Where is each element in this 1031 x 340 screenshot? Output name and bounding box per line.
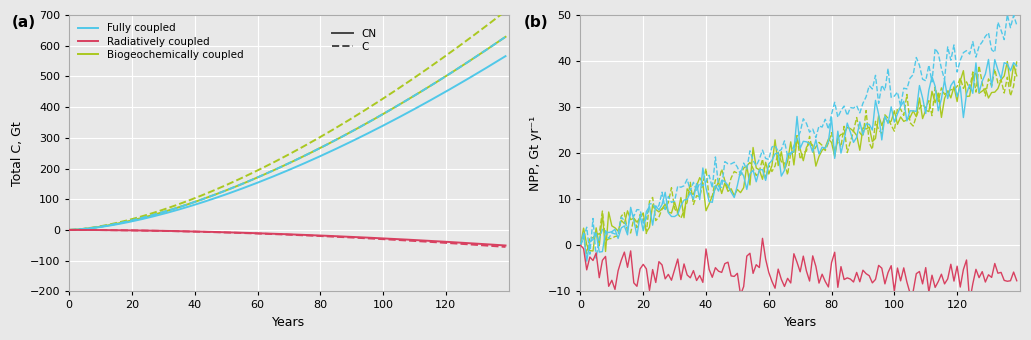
Y-axis label: Total C, Gt: Total C, Gt	[11, 121, 24, 186]
Text: (a): (a)	[12, 15, 36, 30]
Legend: CN, C: CN, C	[329, 26, 379, 55]
Y-axis label: NPP, Gt yr⁻¹: NPP, Gt yr⁻¹	[530, 116, 542, 191]
Text: (b): (b)	[524, 15, 547, 30]
X-axis label: Years: Years	[272, 316, 305, 329]
X-axis label: Years: Years	[784, 316, 817, 329]
